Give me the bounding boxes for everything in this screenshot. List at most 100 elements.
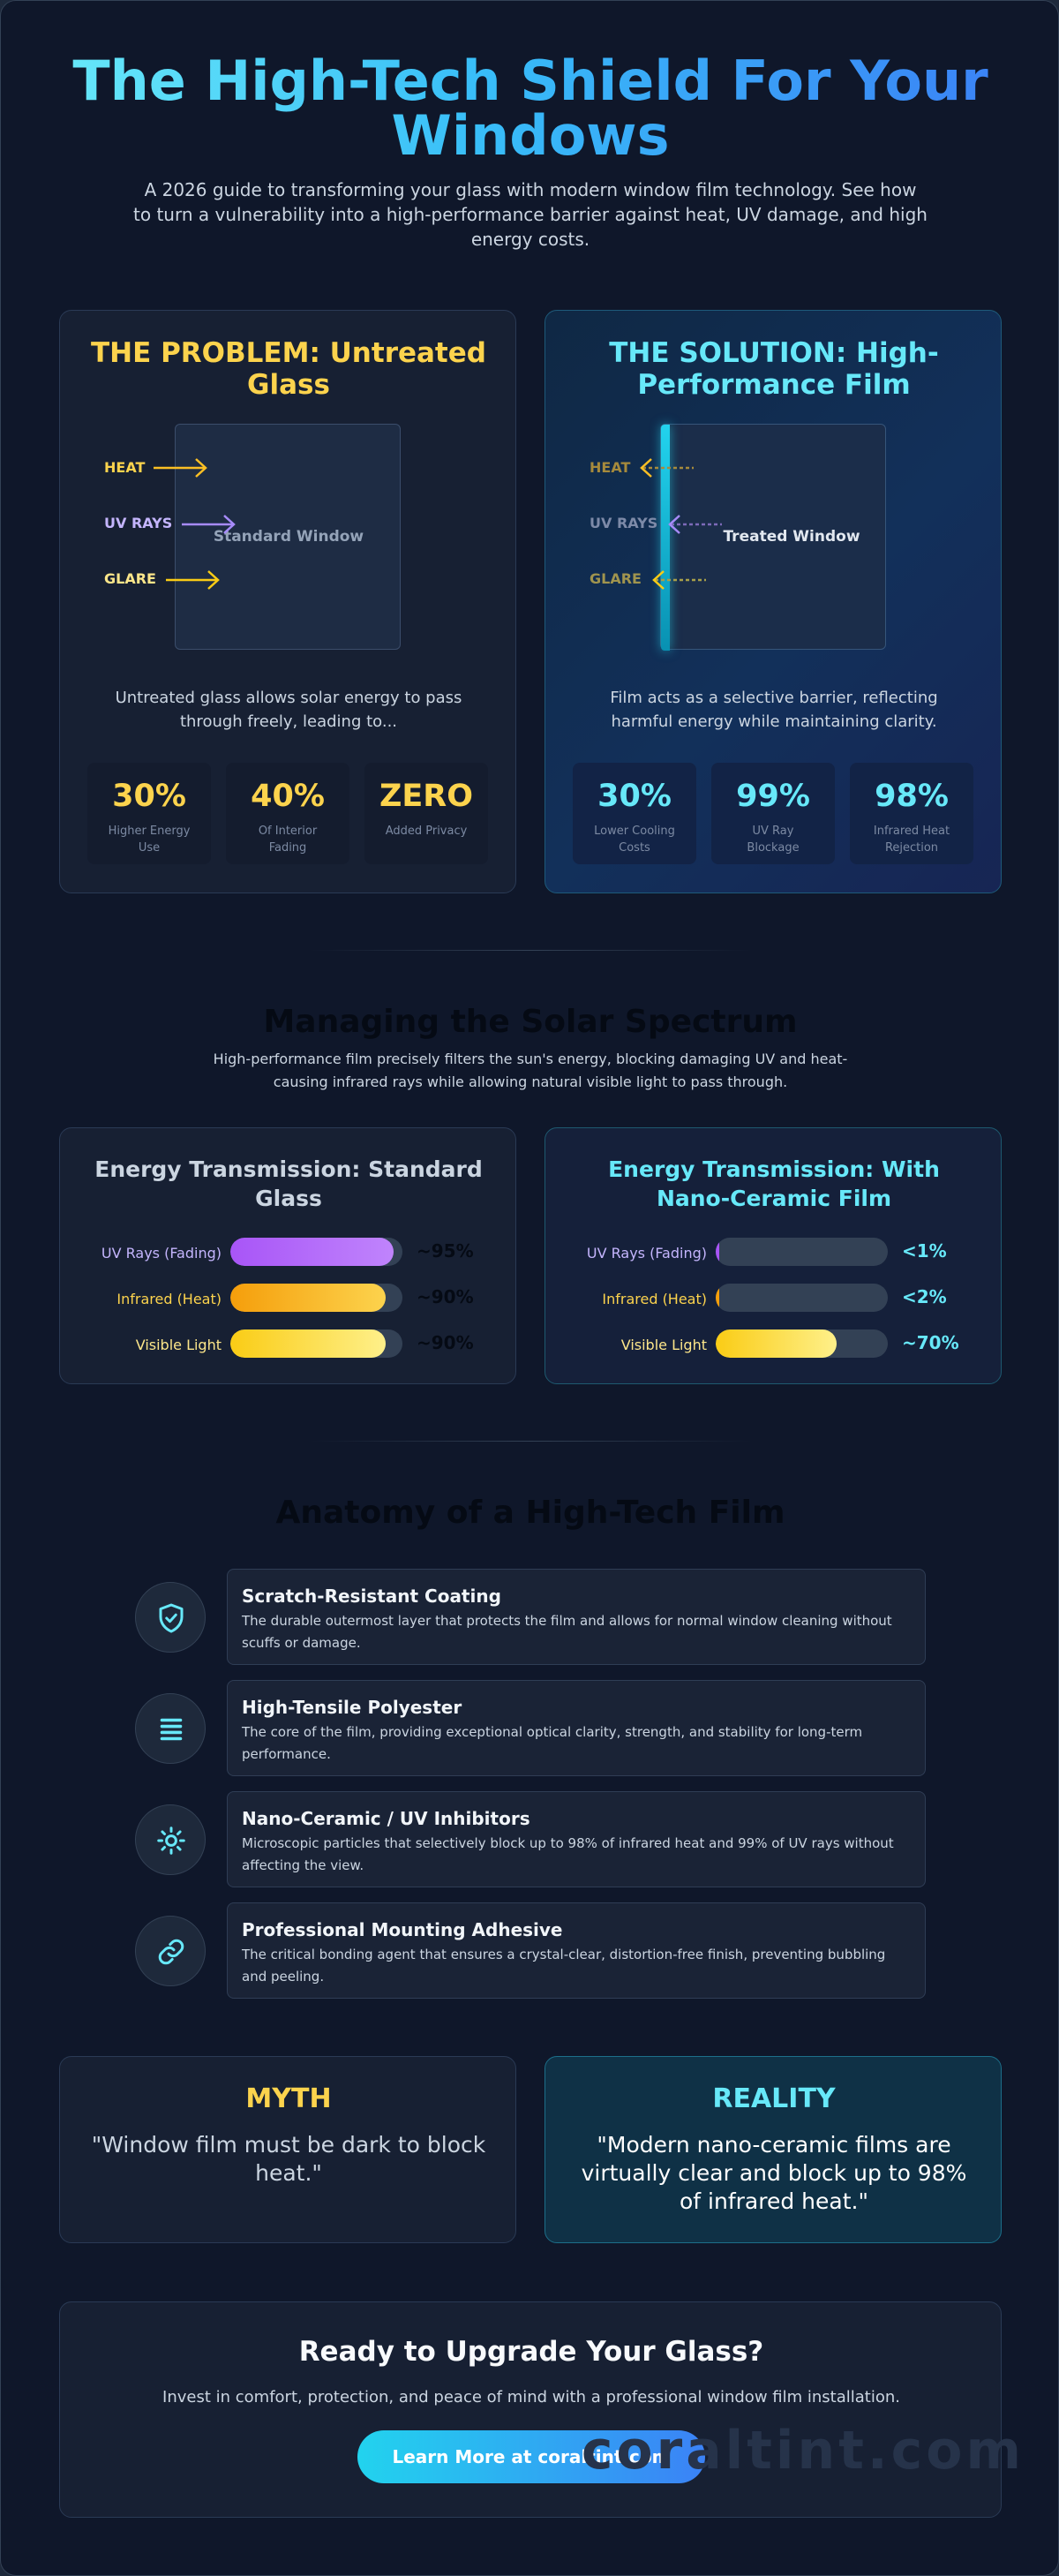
visible-bar-fill [716, 1329, 837, 1358]
section-divider [310, 950, 751, 951]
glare-reflect-arrow-icon [652, 570, 706, 590]
infrared-bar-value: ~90% [417, 1286, 474, 1307]
solution-card: THE SOLUTION: High-Performance Film Trea… [545, 310, 1002, 893]
uv-bar-fill [230, 1238, 394, 1266]
stat-label: Added Privacy [385, 825, 468, 838]
solution-title: THE SOLUTION: High-Performance Film [609, 337, 939, 401]
layer-name: Professional Mounting Adhesive [242, 1919, 563, 1940]
infrared-bar-label: Infrared (Heat) [116, 1291, 222, 1307]
standard-window-diagram: Standard Window [175, 424, 401, 650]
standard-glass-title: Energy Transmission: Standard Glass [94, 1156, 483, 1211]
link-icon [135, 1916, 206, 1986]
infrared-bar-track [716, 1284, 888, 1312]
visible-bar-track [230, 1329, 402, 1358]
problem-card: THE PROBLEM: Untreated Glass Standard Wi… [59, 310, 516, 893]
sun-icon [135, 1804, 206, 1875]
solution-stat-infrared: 98% Infrared Heat Rejection [850, 763, 973, 864]
stat-value: 30% [112, 779, 186, 814]
visible-bar-track [716, 1329, 888, 1358]
stat-value: 30% [597, 779, 672, 814]
uv-ray-label: UV RAYS [104, 515, 173, 531]
layer-name: Scratch-Resistant Coating [242, 1586, 501, 1607]
problem-stat-privacy: ZERO Added Privacy [364, 763, 488, 864]
layer-name: Nano-Ceramic / UV Inhibitors [242, 1808, 530, 1829]
stat-label: UV Ray Blockage [747, 825, 800, 855]
standard-window-label: Standard Window [213, 528, 364, 546]
infrared-bar-label: Infrared (Heat) [602, 1291, 707, 1307]
stat-value: 40% [251, 779, 325, 814]
anatomy-title: Anatomy of a High-Tech Film [275, 1495, 785, 1531]
section-divider [310, 1441, 751, 1442]
page-subtitle: A 2026 guide to transforming your glass … [133, 179, 928, 250]
reality-heading: REALITY [712, 2083, 836, 2114]
stat-value: 98% [875, 779, 949, 814]
problem-title: THE PROBLEM: Untreated Glass [91, 337, 486, 401]
layer-description: The critical bonding agent that ensures … [242, 1947, 886, 1985]
uv-ray-label: UV RAYS [590, 515, 658, 531]
standard-glass-transmission-card: Energy Transmission: Standard Glass UV R… [59, 1127, 516, 1384]
visible-bar-value: ~90% [417, 1332, 474, 1353]
visible-bar-label: Visible Light [620, 1337, 707, 1353]
heat-reflect-arrow-icon [640, 458, 694, 478]
heat-ray-label: HEAT [590, 459, 631, 476]
film-layer-strip [661, 425, 670, 651]
shield-check-icon [135, 1582, 206, 1653]
glare-ray-label: GLARE [104, 570, 156, 587]
solution-stat-uv: 99% UV Ray Blockage [711, 763, 835, 864]
infrared-bar-value: <2% [902, 1286, 947, 1307]
stat-label: Lower Cooling Costs [594, 825, 675, 855]
page-title: The High-Tech Shield For Your Windows [54, 54, 1007, 163]
stat-label: Infrared Heat Rejection [873, 825, 950, 855]
layer-card-polyester: High-Tensile Polyester The core of the f… [227, 1680, 926, 1776]
uv-reflect-arrow-icon [668, 515, 722, 534]
cta-card: Ready to Upgrade Your Glass? Invest in c… [59, 2301, 1002, 2518]
layer-description: The core of the film, providing exceptio… [242, 1724, 863, 1762]
watermark: coraltint.com [581, 2420, 1025, 2482]
stat-value: ZERO [379, 779, 473, 814]
infrared-bar-track [230, 1284, 402, 1312]
layer-description: The durable outermost layer that protect… [242, 1613, 892, 1651]
reality-text: "Modern nano-ceramic films are virtually… [581, 2132, 967, 2214]
visible-bar-fill [230, 1329, 386, 1358]
layer-description: Microscopic particles that selectively b… [242, 1835, 894, 1873]
uv-bar-label: UV Rays (Fading) [586, 1245, 707, 1262]
uv-bar-label: UV Rays (Fading) [101, 1245, 222, 1262]
uv-bar-track [716, 1238, 888, 1266]
cta-title: Ready to Upgrade Your Glass? [298, 2336, 764, 2368]
uv-bar-value: ~95% [417, 1240, 474, 1262]
layer-card-nano-ceramic: Nano-Ceramic / UV Inhibitors Microscopic… [227, 1791, 926, 1887]
problem-stat-energy: 30% Higher Energy Use [87, 763, 211, 864]
layer-card-adhesive: Professional Mounting Adhesive The criti… [227, 1902, 926, 1999]
myth-text: "Window film must be dark to block heat.… [91, 2132, 486, 2186]
problem-description: Untreated glass allows solar energy to p… [115, 689, 462, 731]
layer-name: High-Tensile Polyester [242, 1697, 462, 1718]
uv-bar-value: <1% [902, 1240, 947, 1262]
learn-more-button[interactable]: Learn More at coraltint.com [357, 2430, 705, 2483]
infrared-bar-fill [230, 1284, 386, 1312]
layer-card-coating: Scratch-Resistant Coating The durable ou… [227, 1569, 926, 1665]
solution-description: Film acts as a selective barrier, reflec… [610, 689, 938, 731]
uv-arrow-icon [182, 515, 236, 534]
myth-card: MYTH "Window film must be dark to block … [59, 2056, 516, 2243]
treated-window-diagram: Treated Window [660, 424, 886, 651]
treated-window-label: Treated Window [723, 528, 860, 546]
film-transmission-card: Energy Transmission: With Nano-Ceramic F… [545, 1127, 1002, 1384]
heat-arrow-icon [154, 458, 207, 478]
spectrum-title: Managing the Solar Spectrum [263, 1004, 798, 1040]
stat-label: Of Interior Fading [258, 825, 318, 855]
infrared-bar-fill [716, 1284, 719, 1312]
glare-arrow-icon [166, 570, 220, 590]
layers-icon [135, 1693, 206, 1764]
visible-bar-value: ~70% [902, 1332, 959, 1353]
myth-heading: MYTH [245, 2083, 332, 2114]
stat-value: 99% [736, 779, 810, 814]
stat-label: Higher Energy Use [108, 825, 191, 855]
reality-card: REALITY "Modern nano-ceramic films are v… [545, 2056, 1002, 2243]
cta-subtitle: Invest in comfort, protection, and peace… [162, 2388, 900, 2407]
film-transmission-title: Energy Transmission: With Nano-Ceramic F… [608, 1156, 940, 1211]
heat-ray-label: HEAT [104, 459, 146, 476]
solution-stat-cooling: 30% Lower Cooling Costs [573, 763, 696, 864]
uv-bar-fill [716, 1238, 719, 1266]
visible-bar-label: Visible Light [135, 1337, 222, 1353]
